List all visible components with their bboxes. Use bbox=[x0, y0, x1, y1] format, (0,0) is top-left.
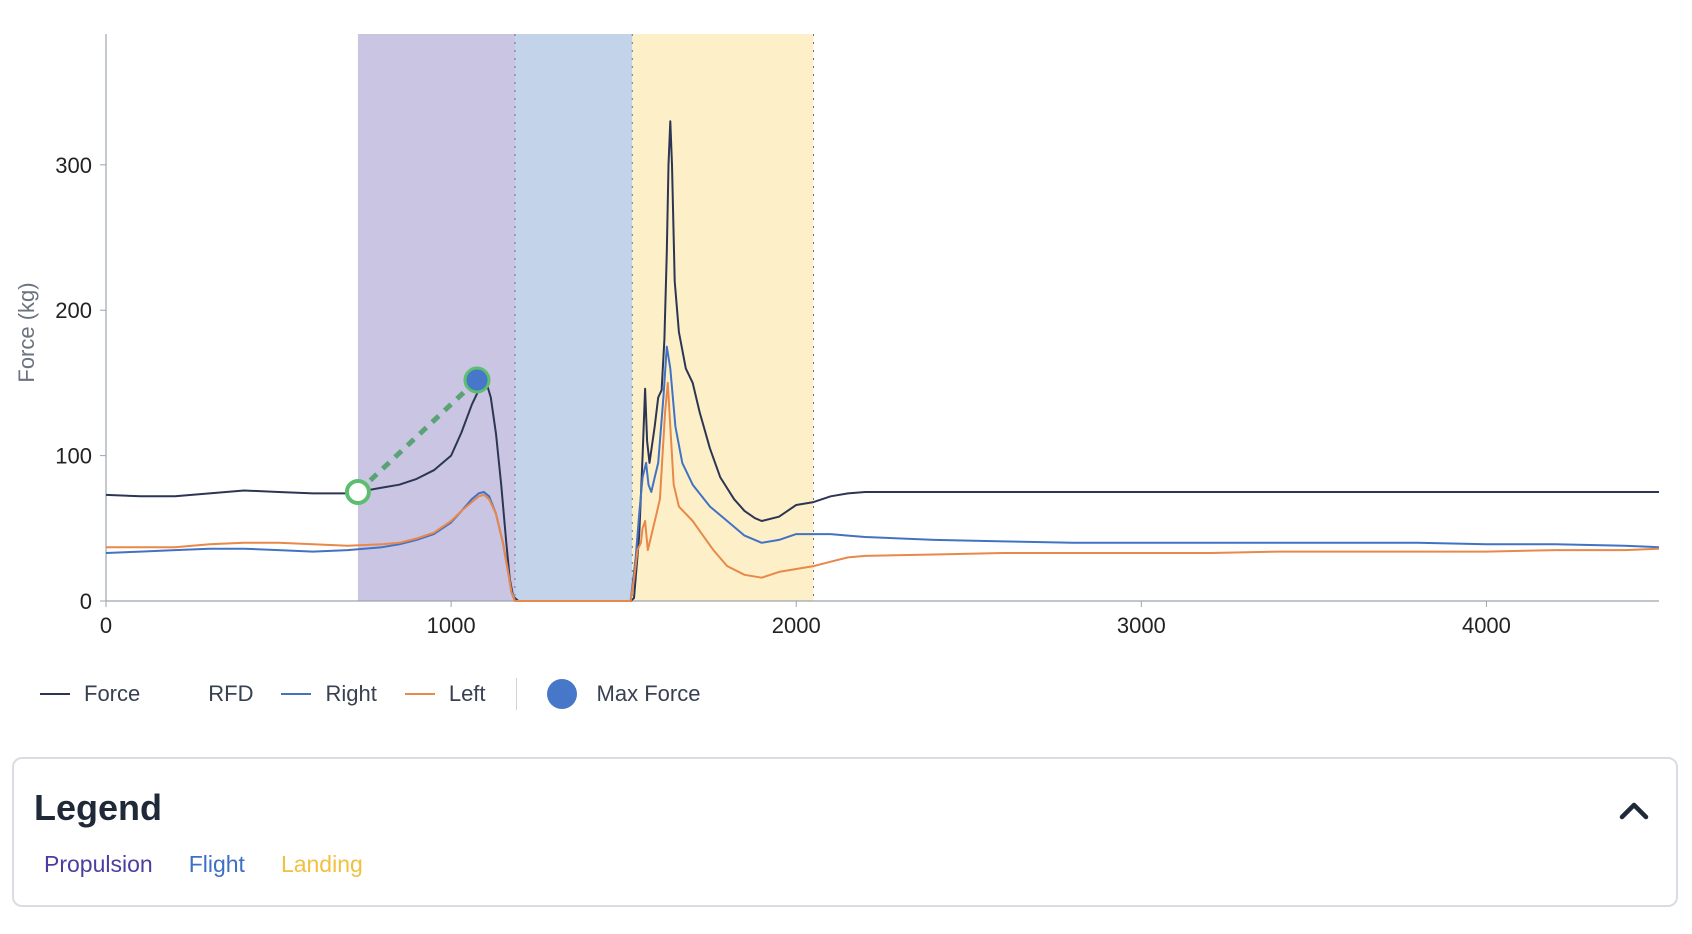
y-tick-label: 0 bbox=[80, 589, 92, 614]
y-axis-label: Force (kg) bbox=[14, 282, 39, 382]
force-time-chart: 010020030001000200030004000Time (ms)Forc… bbox=[14, 34, 1660, 638]
series-line-left bbox=[106, 381, 1660, 602]
legend-panel: Legend Propulsion Flight Landing bbox=[12, 757, 1678, 907]
legend-item-right[interactable]: Right bbox=[281, 681, 377, 707]
y-tick-label: 300 bbox=[55, 153, 92, 178]
left-swatch bbox=[404, 693, 435, 695]
phase-band-landing bbox=[632, 34, 814, 601]
phase-band-flight bbox=[514, 34, 633, 601]
legend-label-max-force: Max Force bbox=[596, 681, 701, 706]
phase-label-landing: Landing bbox=[280, 851, 363, 877]
y-tick-label: 200 bbox=[55, 298, 92, 323]
legend-item-max-force[interactable]: Max Force bbox=[546, 679, 701, 709]
force-swatch bbox=[40, 693, 70, 695]
series-line-rfd bbox=[356, 378, 479, 494]
max-force-dot-icon bbox=[546, 679, 577, 709]
legend-label-rfd: RFD bbox=[208, 681, 254, 706]
right-swatch bbox=[281, 693, 312, 695]
legend-label-right: Right bbox=[325, 681, 377, 706]
chart-svg: 010020030001000200030004000Time (ms)Forc… bbox=[14, 34, 1660, 638]
max-force-marker bbox=[463, 366, 491, 394]
phase-legend-list: Propulsion Flight Landing bbox=[44, 851, 399, 878]
x-tick-label: 2000 bbox=[772, 613, 821, 638]
legend-label-force: Force bbox=[84, 681, 141, 706]
y-tick-label: 100 bbox=[55, 444, 92, 469]
legend-label-left: Left bbox=[448, 681, 486, 706]
legend-title: Legend bbox=[34, 787, 163, 828]
phase-label-propulsion: Propulsion bbox=[44, 851, 153, 877]
x-tick-label: 0 bbox=[100, 613, 112, 638]
rfd-start-marker bbox=[344, 478, 371, 505]
chevron-up-icon[interactable] bbox=[1614, 791, 1654, 831]
legend-item-left[interactable]: Left bbox=[404, 681, 486, 707]
x-tick-label: 4000 bbox=[1462, 613, 1511, 638]
chart-legend: Force RFD Right Left Max Force bbox=[40, 672, 728, 716]
legend-item-force[interactable]: Force bbox=[40, 681, 140, 707]
legend-item-rfd[interactable]: RFD bbox=[208, 681, 253, 707]
x-tick-label: 3000 bbox=[1117, 613, 1166, 638]
phase-band-propulsion bbox=[357, 34, 515, 601]
x-tick-label: 1000 bbox=[427, 613, 476, 638]
series-line-right bbox=[105, 345, 1660, 602]
phase-label-flight: Flight bbox=[188, 851, 245, 877]
series-line-force bbox=[105, 120, 1659, 602]
legend-divider bbox=[515, 678, 517, 710]
